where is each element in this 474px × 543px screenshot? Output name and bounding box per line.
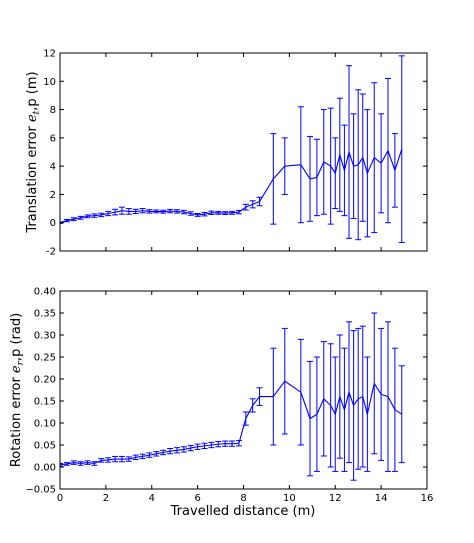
- y-tick-label: 2: [50, 190, 56, 201]
- x-tick-label: 8: [240, 493, 246, 504]
- y-tick-label: 10: [43, 77, 56, 88]
- y-axis-label: Rotation error er,p (rad): [9, 313, 26, 467]
- x-axis-label: Travelled distance (m): [170, 504, 316, 519]
- y-tick-label: 0.30: [34, 331, 56, 342]
- y-tick-label: 0.15: [34, 397, 56, 408]
- y-tick-label: 0.25: [34, 353, 56, 364]
- rotation-error-chart: −0.05 0.00 0.05 0.10 0.15 0.20 0.25 0.30 0.35 0.4…: [9, 287, 433, 505]
- x-tick-label: 0: [57, 493, 63, 504]
- x-tick-label: 14: [375, 493, 388, 504]
- x-tick-label: 12: [329, 493, 342, 504]
- plot-area: [60, 55, 405, 244]
- y-tick-label: 0.40: [34, 287, 56, 298]
- x-tick-label: 2: [103, 493, 109, 504]
- y-tick-label: 0.05: [34, 441, 56, 452]
- y-tick-label: 0.20: [34, 375, 56, 386]
- y-tick-label: −0.05: [25, 485, 56, 496]
- y-tick-label: 8: [50, 105, 56, 116]
- y-tick-label: -2: [46, 247, 56, 258]
- series-line: [60, 380, 403, 466]
- y-tick-label: 4: [50, 162, 56, 173]
- x-tick-label: 6: [194, 493, 200, 504]
- y-tick-label: 0.35: [34, 309, 56, 320]
- y-tick-label: 12: [43, 49, 56, 60]
- plot-area: [60, 312, 405, 481]
- y-tick-label: 6: [50, 133, 56, 144]
- series-line: [60, 149, 403, 224]
- y-tick-label: 0.00: [34, 463, 56, 474]
- x-tick-label: 4: [149, 493, 155, 504]
- y-tick-label: 0.10: [34, 419, 56, 430]
- x-tick-label: 16: [421, 493, 434, 504]
- x-tick-label: 10: [283, 493, 296, 504]
- y-axis-label: Translation error et,p (m): [25, 71, 42, 233]
- y-tick-label: 0: [50, 218, 56, 229]
